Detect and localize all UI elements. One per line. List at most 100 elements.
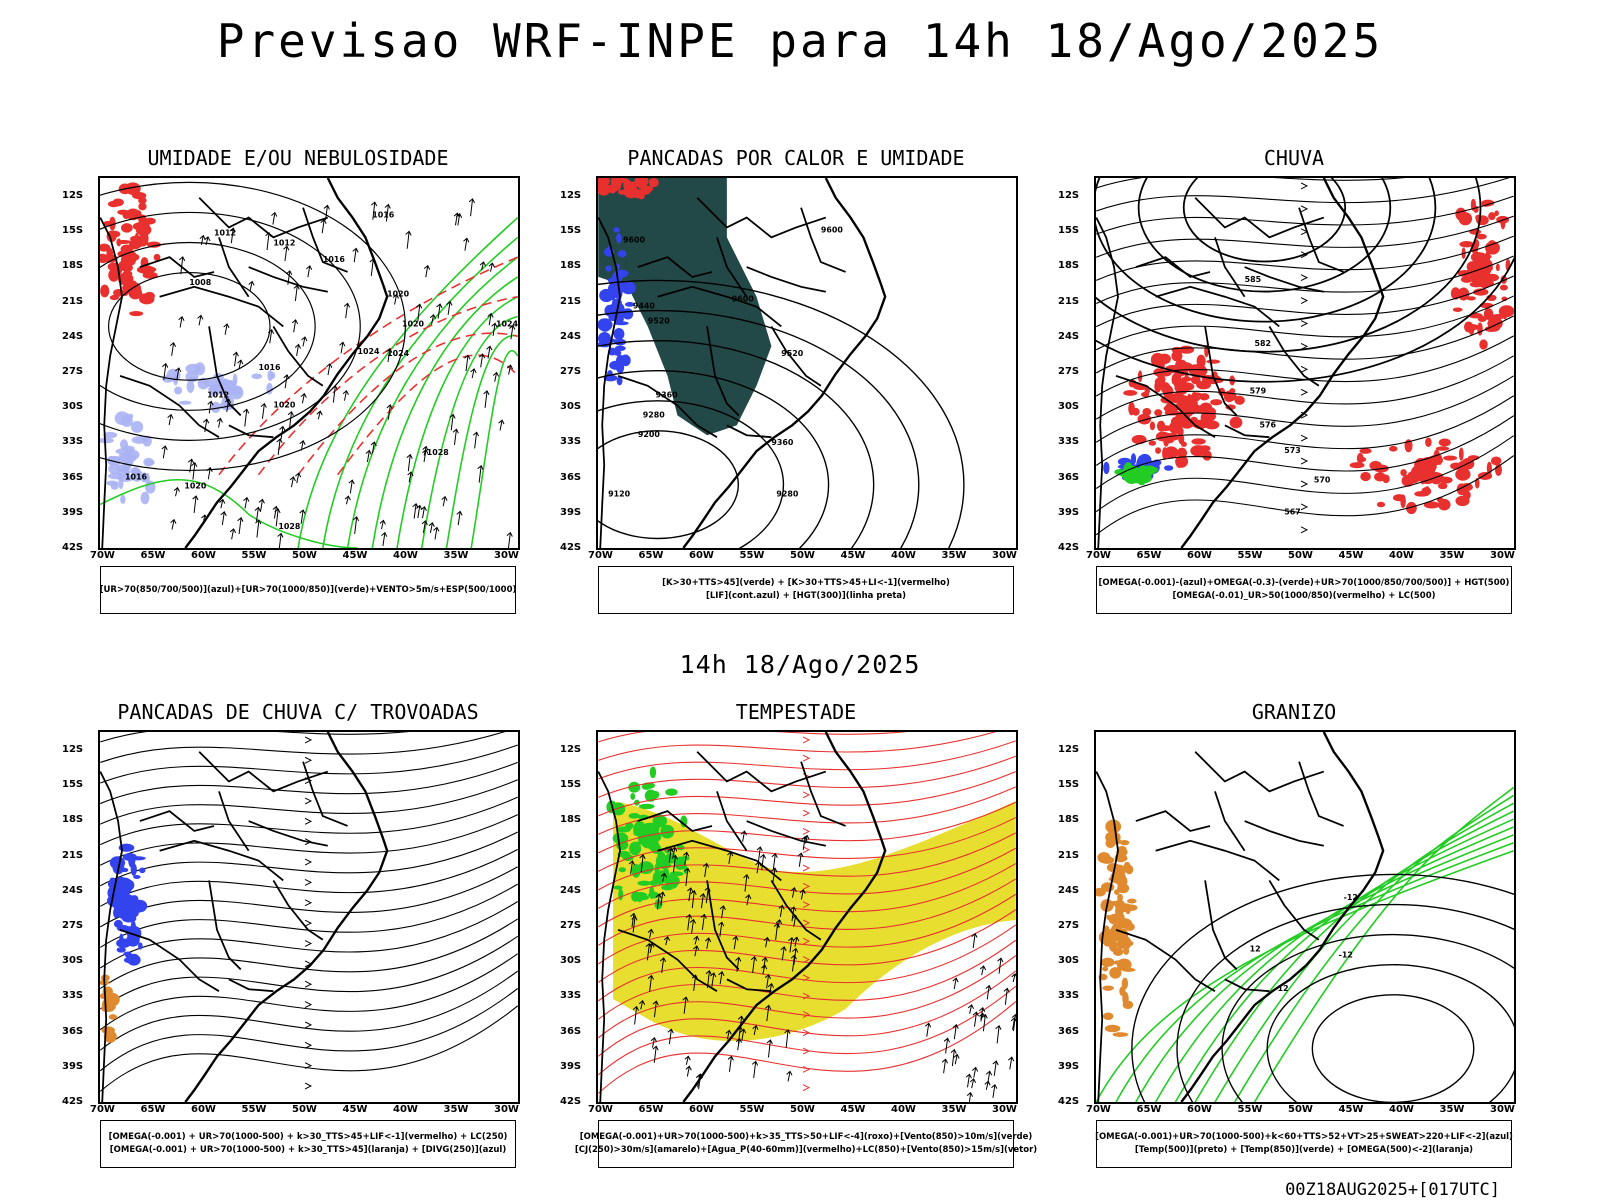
- lon-tick-label: 65W: [638, 550, 664, 561]
- lat-tick-label: 36S: [560, 1025, 582, 1037]
- lon-tick-label: 65W: [638, 1104, 664, 1115]
- lon-tick-label: 30W: [1490, 550, 1515, 561]
- state-border: [1194, 197, 1325, 239]
- contour-label: 9200: [638, 430, 661, 439]
- lon-tick-label: 55W: [241, 550, 267, 561]
- state-border: [1214, 791, 1246, 852]
- lon-tick-label: 50W: [790, 1104, 815, 1115]
- state-border: [657, 839, 782, 882]
- lat-tick-label: 27S: [62, 920, 84, 931]
- lat-tick-label: 18S: [62, 814, 84, 826]
- lon-tick-label: 40W: [891, 550, 916, 561]
- lon-tick-label: 40W: [1389, 1104, 1414, 1115]
- contour-label: 1012: [273, 238, 295, 247]
- state-border: [746, 820, 826, 847]
- divg250-blue: [107, 843, 148, 966]
- state-border: [1155, 285, 1280, 328]
- lon-tick-label: 35W: [941, 550, 967, 561]
- lon-tick-label: 65W: [1136, 550, 1162, 561]
- legend-box: [OMEGA(-0.001)+UR>70(1000-500)+k<60+TTS>…: [1095, 1120, 1513, 1168]
- contour-label: -12: [1274, 984, 1288, 993]
- contour-label: -12: [1339, 951, 1353, 960]
- state-border: [696, 197, 827, 239]
- lat-tick-label: 33S: [560, 990, 582, 1002]
- panel-title: PANCADAS DE CHUVA C/ TROVOADAS: [117, 700, 479, 724]
- lat-tick-label: 42S: [62, 1096, 84, 1107]
- lon-tick-label: 40W: [1389, 550, 1414, 561]
- lat-tick-label: 30S: [62, 401, 84, 413]
- state-border: [1135, 810, 1211, 832]
- legend-line: [OMEGA(-0.001) + UR>70(1000-500) + k>30_…: [108, 1132, 508, 1142]
- temp500-contours: [1131, 873, 1514, 1102]
- k-tts-green-area: [598, 178, 772, 436]
- coastline: [1180, 732, 1385, 1102]
- map-svg: [598, 732, 1016, 1102]
- contour-label: 1016: [323, 255, 346, 264]
- legend-line: [CJ(250)>30m/s](amarelo)+[Agua_P(40-60mm…: [574, 1145, 1038, 1155]
- lon-tick-label: 55W: [739, 550, 765, 561]
- state-border: [1268, 325, 1320, 387]
- lon-tick-label: 60W: [1187, 1104, 1212, 1115]
- legend-line: [K>30+TTS>45](verde) + [K>30+TTS>45+LI<-…: [662, 578, 950, 588]
- lat-tick-label: 33S: [62, 990, 84, 1002]
- andes-border: [598, 771, 621, 1102]
- state-border: [637, 810, 713, 832]
- map-panel-1: UMIDADE E/OU NEBULOSIDADE 12S 15S 18S 21S 24S…: [58, 146, 538, 626]
- rh-low-green: [100, 216, 518, 548]
- panel-title: CHUVA: [1263, 146, 1325, 170]
- state-border: [228, 424, 274, 439]
- lon-tick-label: 70W: [588, 1104, 613, 1115]
- lon-tick-label: 55W: [1237, 1104, 1263, 1115]
- lat-tick-label: 12S: [62, 744, 84, 755]
- lat-tick-label: 18S: [62, 260, 84, 272]
- omega-green: [1114, 462, 1159, 486]
- geo-borders: [100, 732, 389, 1102]
- legend-line: [Temp(500)](preto) + [Temp(850)](verde) …: [1134, 1145, 1474, 1155]
- andes-border: [1096, 217, 1119, 548]
- state-border: [228, 978, 274, 993]
- wind-vectors: [161, 198, 516, 548]
- state-border: [1298, 761, 1344, 827]
- state-border: [119, 375, 220, 438]
- state-border: [1115, 929, 1216, 992]
- map-svg: 9600 9600 9600 9440 9520 9520 9360 9280 9200 9120…: [598, 178, 965, 548]
- lat-tick-label: 42S: [560, 542, 582, 553]
- map-canvas: 585 582 579 576 573 570 567: [1094, 176, 1516, 550]
- legend-box: [UR>70(850/700/500)](azul)+[UR>70(1000/8…: [100, 566, 516, 614]
- contour-label: 9360: [771, 438, 794, 447]
- lon-tick-label: 50W: [1288, 1104, 1313, 1115]
- orange-area: [100, 974, 120, 1043]
- panel-title: UMIDADE E/OU NEBULOSIDADE: [147, 146, 449, 170]
- state-border: [746, 266, 826, 293]
- geo-borders: [598, 732, 887, 1102]
- map-panel-3: CHUVA 12S 15S 18S 21S 24S 27S 30S 33S 36S 39S 42S 70…: [1054, 146, 1534, 626]
- legend-line: [OMEGA(-0.01)_UR>50(1000/850)(vermelho) …: [1172, 591, 1436, 601]
- lat-tick-label: 15S: [62, 779, 84, 791]
- lat-tick-label: 30S: [62, 955, 84, 967]
- rh-upper-blue-west: [100, 411, 156, 505]
- contour-label: 1012: [214, 228, 236, 237]
- lon-tick-label: 30W: [1490, 1104, 1515, 1115]
- coastline: [1180, 178, 1385, 548]
- contour-label: 9520: [648, 316, 671, 325]
- legend-box: [OMEGA(-0.001) + UR>70(1000-500) + k>30_…: [100, 1120, 516, 1168]
- state-border: [726, 424, 772, 439]
- andes-border: [100, 771, 123, 1102]
- jet-yellow-area: [613, 801, 1016, 1042]
- lat-tick-label: 15S: [62, 225, 84, 237]
- state-border: [119, 929, 220, 992]
- main-title: Previsao WRF-INPE para 14h 18/Ago/2025: [216, 14, 1384, 68]
- lon-tick-label: 50W: [1288, 550, 1313, 561]
- map-canvas: [98, 730, 520, 1104]
- lat-tick-label: 24S: [62, 330, 84, 342]
- lat-tick-label: 21S: [1058, 849, 1080, 861]
- contour-label: 9360: [656, 391, 679, 400]
- lat-tick-label: 15S: [1058, 779, 1080, 791]
- hgt300-contours: [598, 279, 965, 548]
- map-canvas: [596, 730, 1018, 1104]
- lon-tick-label: 50W: [790, 550, 815, 561]
- map-svg: 1012 1012 1016 1016 1008 1020 1020 1024 1016 1012…: [100, 178, 518, 548]
- legend-line: [OMEGA(-0.001)+UR>70(1000-500)+k<60+TTS>…: [1095, 1132, 1513, 1142]
- lat-tick-label: 12S: [1058, 744, 1080, 755]
- thickness-red-dashed: [218, 256, 518, 476]
